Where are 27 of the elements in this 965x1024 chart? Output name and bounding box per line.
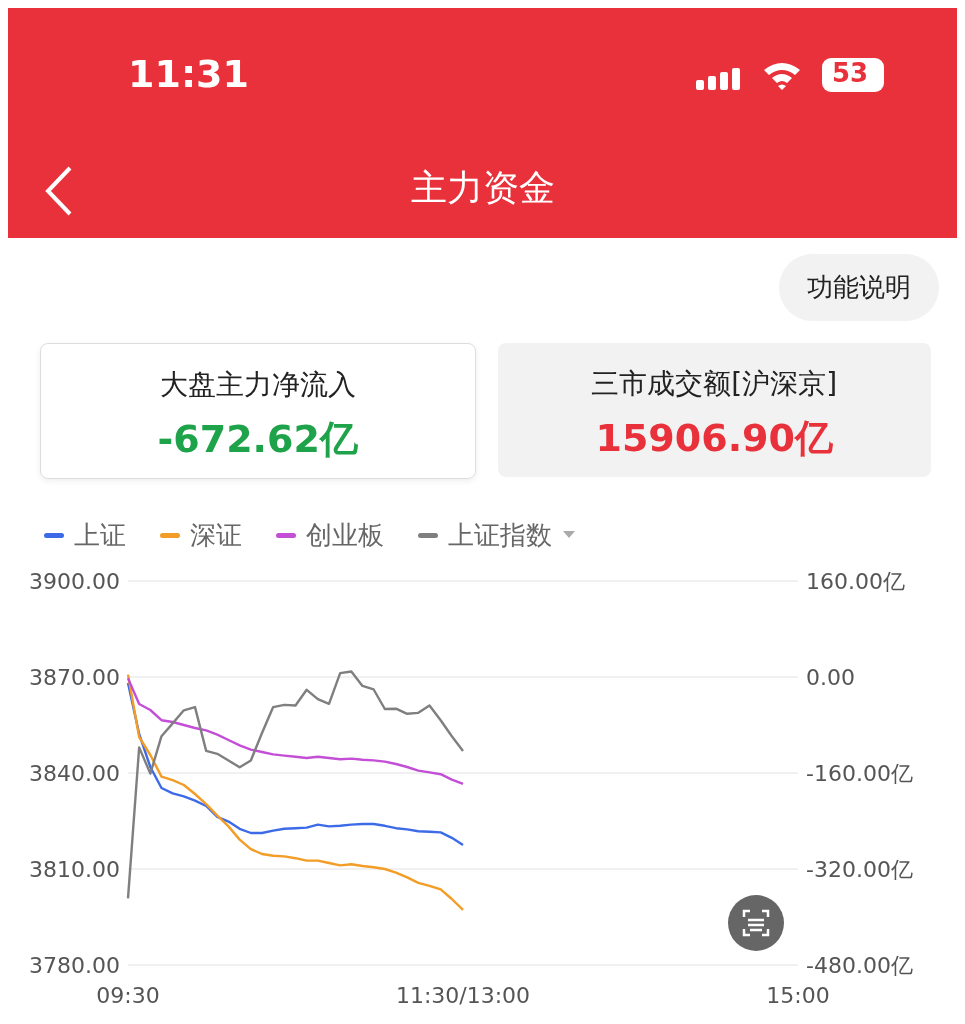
text: 15906.90亿 [594,415,834,462]
x-tick-label: 09:30 [96,982,160,1008]
text: 大盘主力净流入 [158,367,357,403]
y-tick-label: 3840.00 [29,760,120,786]
y-tick-label: 3810.00 [29,856,120,882]
legend-label: 创业板 [306,518,384,552]
line-series [126,677,465,785]
legend-label: 深证 [190,518,242,552]
line-series [126,681,465,847]
y-tick-label: 3900.00 [29,568,120,594]
y-tick-label: 3780.00 [29,952,120,978]
y2-tick-label: -160.00亿 [806,760,913,786]
y-tick-label: 3870.00 [29,664,120,690]
legend-label: 上证 [74,518,126,552]
text: -672.62亿 [156,416,359,463]
y2-tick-label: 0.00 [806,664,855,690]
x-tick-label: 15:00 [766,982,830,1008]
y2-tick-label: 160.00亿 [806,568,905,594]
text: 功能说明 [779,254,939,321]
text: 11:31 [128,52,249,96]
x-tick-label: 11:30/13:00 [395,982,531,1008]
text: 三市成交额[沪深京] [590,366,839,402]
text: 53 [832,58,870,88]
y2-tick-label: -320.00亿 [806,856,913,882]
chart-title: 主力资金 [409,166,556,210]
legend-label: 上证指数 [448,518,552,552]
y2-tick-label: -480.00亿 [806,952,913,978]
